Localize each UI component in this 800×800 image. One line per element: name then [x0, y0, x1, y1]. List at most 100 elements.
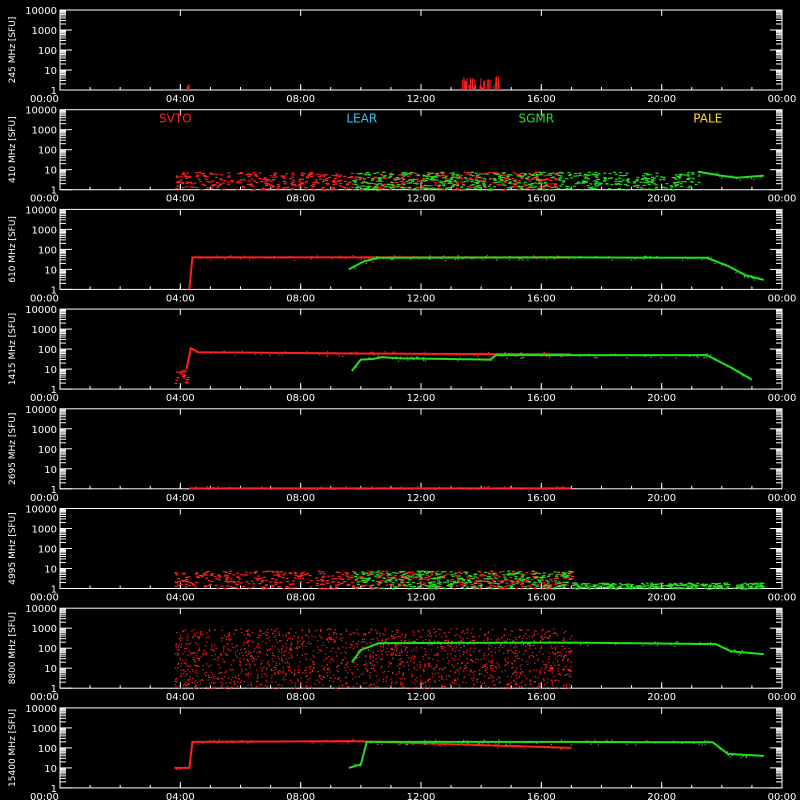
data-point	[647, 587, 651, 589]
data-point	[625, 584, 629, 586]
data-point	[236, 577, 240, 579]
data-point	[407, 173, 411, 175]
data-point	[270, 584, 274, 587]
data-point	[284, 662, 286, 664]
data-point	[300, 174, 304, 176]
data-point	[204, 674, 207, 676]
data-point	[580, 584, 584, 586]
data-point	[411, 575, 415, 577]
data-point	[425, 573, 429, 575]
data-point	[423, 356, 425, 359]
data-point	[474, 181, 478, 184]
data-point	[510, 649, 513, 652]
data-point	[653, 587, 657, 589]
data-point	[218, 178, 222, 180]
data-point	[271, 179, 275, 181]
data-point	[314, 181, 318, 184]
data-point	[570, 669, 572, 672]
data-point	[504, 578, 508, 580]
data-point	[385, 677, 387, 679]
data-point	[200, 173, 204, 175]
data-point	[368, 685, 370, 687]
data-point	[301, 178, 305, 180]
data-point	[218, 576, 222, 578]
data-point	[541, 637, 544, 639]
data-point	[496, 586, 500, 588]
data-point	[287, 638, 290, 640]
data-point	[451, 647, 454, 650]
data-point	[407, 571, 411, 573]
data-point	[553, 632, 555, 635]
data-point	[379, 632, 381, 634]
data-point	[317, 671, 320, 673]
data-point	[690, 587, 694, 589]
y-tick-label: 100	[38, 146, 57, 157]
data-point	[245, 663, 248, 666]
data-point	[760, 176, 762, 178]
data-point	[232, 668, 234, 671]
data-point	[392, 672, 394, 674]
data-point	[473, 677, 475, 679]
data-point	[226, 685, 229, 687]
data-point	[470, 585, 474, 587]
y-tick-label: 100	[38, 445, 57, 456]
data-point	[711, 582, 715, 584]
data-point	[423, 186, 427, 188]
data-point	[495, 667, 498, 669]
data-point	[414, 182, 418, 184]
data-point	[320, 580, 324, 582]
data-point	[279, 683, 281, 686]
data-point	[424, 180, 428, 182]
data-point	[356, 629, 358, 631]
data-point	[187, 359, 190, 362]
data-point	[406, 654, 408, 656]
data-point	[612, 171, 616, 173]
data-point	[186, 176, 190, 178]
data-point	[596, 185, 600, 187]
data-point	[696, 582, 700, 584]
data-point	[470, 583, 474, 586]
data-point	[697, 357, 699, 359]
data-point	[373, 587, 377, 589]
data-point	[310, 184, 314, 187]
data-point	[263, 586, 267, 588]
data-point	[520, 588, 524, 590]
data-point	[407, 572, 411, 574]
data-point	[326, 184, 330, 186]
data-point	[330, 658, 332, 660]
data-point	[686, 175, 690, 177]
data-point	[408, 575, 412, 577]
data-point	[614, 173, 618, 175]
data-point	[500, 644, 502, 646]
data-point	[518, 578, 522, 580]
data-point	[350, 577, 354, 579]
data-point	[479, 628, 481, 630]
data-point	[410, 356, 413, 358]
data-point	[305, 666, 307, 668]
data-point	[288, 633, 290, 635]
data-point	[241, 632, 243, 634]
data-point	[365, 663, 367, 665]
data-point	[259, 577, 263, 579]
data-point	[241, 652, 243, 654]
data-point	[713, 586, 717, 588]
data-point	[593, 173, 597, 176]
data-point	[424, 488, 426, 490]
data-point	[462, 582, 466, 584]
data-point	[364, 580, 368, 582]
data-point	[429, 632, 431, 634]
data-point	[398, 257, 400, 259]
data-point	[340, 633, 342, 635]
data-point	[567, 659, 569, 661]
data-point	[503, 184, 507, 186]
data-point	[449, 580, 453, 582]
data-point	[385, 680, 388, 682]
data-point	[745, 584, 749, 586]
data-point	[315, 584, 319, 586]
data-point	[545, 631, 547, 633]
data-point	[256, 680, 259, 682]
data-point	[469, 184, 473, 186]
data-point	[293, 487, 295, 489]
data-point	[222, 182, 226, 184]
data-point	[369, 674, 371, 677]
